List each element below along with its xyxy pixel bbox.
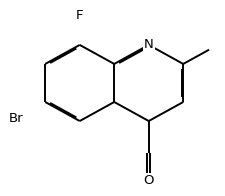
Text: N: N xyxy=(144,38,154,51)
Text: Br: Br xyxy=(9,112,23,125)
Text: O: O xyxy=(144,174,154,187)
Text: F: F xyxy=(76,9,83,22)
